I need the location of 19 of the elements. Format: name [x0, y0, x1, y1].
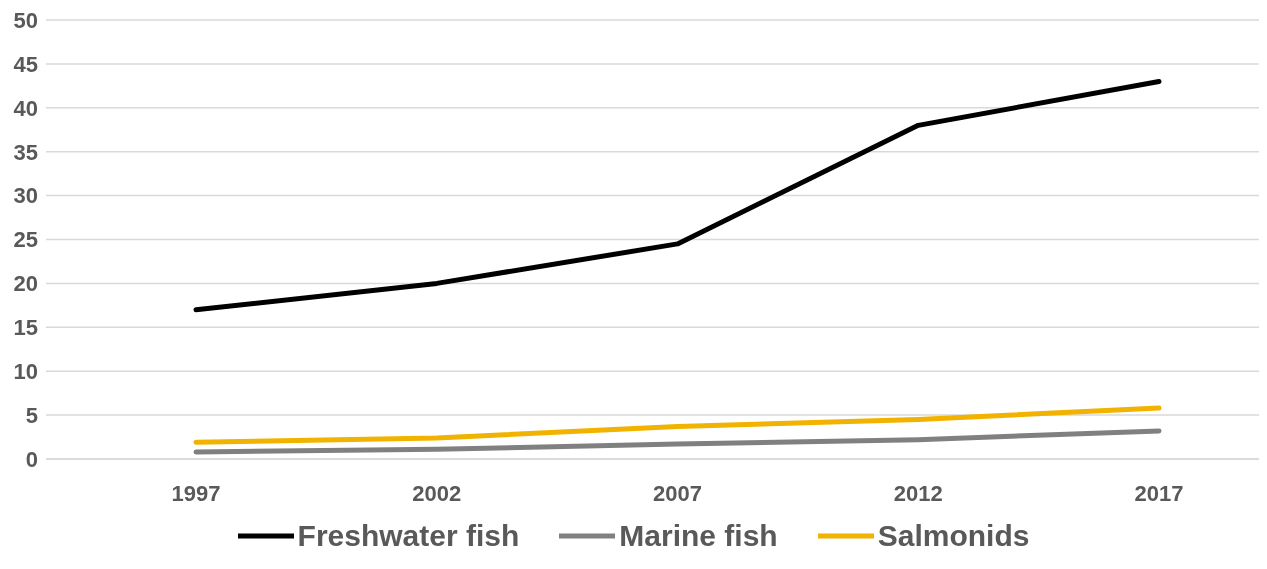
y-tick-label: 30: [13, 183, 38, 209]
x-tick-label: 2017: [1134, 480, 1184, 506]
y-tick-label: 45: [13, 51, 38, 77]
y-tick-label: 15: [13, 315, 38, 341]
y-tick-label: 10: [13, 359, 38, 385]
y-tick-label: 20: [13, 271, 38, 297]
legend-label: Marine fish: [619, 519, 778, 553]
legend-label: Freshwater fish: [297, 519, 520, 553]
y-tick-label: 50: [13, 7, 38, 33]
y-tick-label: 5: [25, 402, 38, 428]
y-tick-label: 25: [13, 227, 38, 253]
x-tick-label: 2012: [893, 480, 943, 506]
y-tick-label: 0: [25, 446, 38, 472]
x-tick-label: 2007: [653, 480, 702, 506]
y-tick-label: 40: [13, 95, 38, 121]
y-tick-label: 35: [13, 139, 38, 165]
x-tick-label: 1997: [171, 480, 221, 506]
x-tick-label: 2002: [412, 480, 462, 506]
legend-label: Salmonids: [877, 519, 1030, 553]
